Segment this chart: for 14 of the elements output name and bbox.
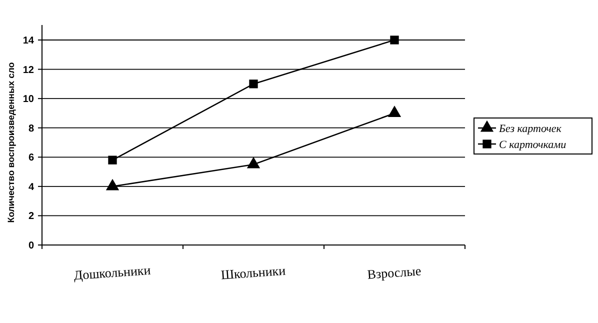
y-tick-label: 0 — [28, 240, 34, 252]
y-tick-label: 6 — [28, 152, 34, 164]
y-tick-label: 2 — [28, 211, 34, 222]
y-tick-label: 10 — [22, 94, 34, 106]
legend-label: С карточками — [499, 138, 567, 151]
y-tick-label: 14 — [22, 36, 34, 46]
y-tick-label: 4 — [28, 182, 34, 193]
legend-label: Без карточек — [498, 122, 562, 135]
y-tick-label: 8 — [28, 123, 34, 134]
y-axis-title: Количество воспроизведенных сло — [6, 62, 16, 223]
x-tick-label: Школьники — [220, 262, 286, 282]
y-tick-label: 12 — [22, 64, 34, 76]
x-tick-label: Взрослые — [366, 263, 422, 282]
x-tick-label: Дошкольники — [73, 262, 152, 283]
